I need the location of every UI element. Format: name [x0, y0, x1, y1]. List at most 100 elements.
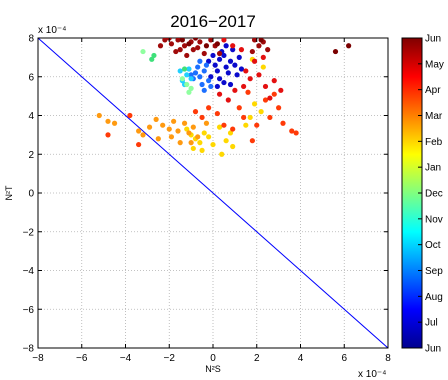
data-point-6-17 — [177, 140, 183, 146]
colorbar-ticks: Jun Jul Aug Sep Oct Nov Dec Jan Feb Mar Apr May Jun — [418, 34, 444, 355]
data-point-2-5 — [177, 68, 183, 74]
x-exponent-label: x 10⁻⁴ — [358, 369, 386, 380]
data-point-6-16 — [168, 134, 175, 140]
data-point-1-0 — [197, 74, 203, 80]
data-point-6-9 — [146, 124, 153, 130]
x-axis-label: N²S — [205, 364, 221, 374]
data-point-6-7 — [190, 124, 196, 130]
data-point-5-9 — [216, 124, 223, 130]
data-point-9-2 — [175, 38, 181, 43]
data-point-0-20 — [210, 52, 216, 59]
y-tick-label-7: 6 — [28, 72, 34, 83]
reference-line — [37, 37, 389, 349]
data-point-5-6 — [184, 126, 190, 132]
colorbar-tick-label-11: May — [425, 59, 444, 70]
colorbar-tick-label-7: Jan — [425, 163, 441, 174]
data-point-7-15 — [293, 130, 299, 136]
data-point-0-7 — [208, 74, 214, 80]
x-tick-label-0: −8 — [32, 353, 44, 364]
data-point-7-11 — [267, 114, 273, 121]
data-point-5-19 — [260, 64, 266, 70]
data-point-0-12 — [230, 47, 236, 53]
data-point-9-6 — [201, 50, 207, 57]
y-tick-label-5: 2 — [28, 150, 34, 161]
colorbar-tick-label-12: Jun — [425, 34, 441, 45]
data-point-7-17 — [241, 114, 247, 121]
data-point-8-6 — [262, 83, 269, 90]
data-point-4-2 — [181, 66, 188, 72]
data-point-1-11 — [197, 58, 203, 64]
data-point-3-0 — [184, 81, 190, 88]
data-point-5-1 — [197, 140, 203, 146]
data-point-5-12 — [243, 122, 249, 128]
data-point-10-6 — [186, 41, 192, 47]
data-point-7-7 — [236, 105, 242, 111]
x-tick-label-1: −6 — [76, 353, 88, 364]
data-point-9-5 — [195, 45, 201, 51]
data-point-9-7 — [208, 38, 214, 43]
colorbar-tick-label-3: Sep — [425, 266, 443, 277]
colorbar-tick-label-9: Mar — [425, 111, 443, 122]
data-point-0-2 — [221, 52, 227, 59]
data-point-9-17 — [256, 43, 262, 49]
data-point-7-20 — [249, 138, 255, 144]
colorbar-tick-label-4: Oct — [425, 240, 441, 251]
colorbar-tick-label-5: Nov — [425, 214, 443, 225]
x-ticks: −8 −6 −4 −2 0 2 4 6 8 — [32, 38, 391, 364]
data-point-8-4 — [247, 76, 253, 82]
y-tick-label-6: 4 — [28, 111, 34, 122]
colorbar-tick-label-1: Jul — [425, 318, 438, 329]
data-point-6-8 — [195, 134, 201, 140]
y-exponent-label: x 10⁻⁴ — [38, 25, 66, 36]
data-point-8-11 — [260, 54, 266, 60]
data-point-6-15 — [136, 128, 142, 134]
data-point-5-5 — [206, 134, 212, 140]
data-point-5-8 — [230, 143, 236, 150]
data-point-10-4 — [203, 43, 210, 49]
data-point-9-15 — [177, 47, 183, 53]
data-point-9-9 — [157, 43, 164, 49]
data-point-2-2 — [186, 66, 192, 72]
data-point-1-8 — [195, 64, 201, 70]
data-point-8-14 — [216, 91, 223, 97]
colorbar-tick-label-0: Jun — [425, 344, 441, 355]
data-point-0-11 — [236, 54, 242, 60]
data-point-0-0 — [212, 62, 218, 68]
data-point-7-18 — [271, 91, 277, 97]
data-point-3-2 — [179, 76, 185, 82]
data-point-1-5 — [203, 62, 210, 68]
data-point-8-1 — [230, 43, 236, 49]
data-point-6-19 — [188, 140, 194, 146]
data-point-7-5 — [221, 122, 227, 128]
colorbar-tick-label-2: Aug — [425, 292, 443, 303]
y-tick-label-0: −8 — [23, 344, 35, 355]
data-point-6-1 — [160, 122, 166, 128]
data-point-2-4 — [188, 76, 194, 82]
x-tick-label-4: 0 — [210, 353, 216, 364]
data-point-5-7 — [223, 138, 229, 144]
data-point-6-0 — [153, 116, 159, 122]
data-point-10-1 — [346, 43, 352, 49]
y-tick-label-8: 8 — [28, 34, 34, 45]
data-point-10-0 — [332, 48, 339, 55]
data-point-7-19 — [206, 105, 212, 111]
data-point-5-17 — [219, 151, 225, 157]
data-point-8-5 — [256, 72, 262, 78]
data-point-7-10 — [262, 97, 269, 103]
data-point-0-5 — [227, 58, 234, 64]
data-point-7-4 — [199, 114, 205, 121]
data-point-6-4 — [175, 128, 181, 134]
data-point-7-1 — [127, 112, 133, 119]
data-point-8-13 — [241, 83, 247, 90]
data-point-6-3 — [171, 118, 177, 124]
data-point-6-10 — [140, 132, 146, 138]
data-point-5-3 — [201, 130, 207, 136]
data-point-8-10 — [251, 58, 258, 64]
data-point-0-14 — [206, 58, 212, 64]
data-point-7-12 — [276, 105, 282, 111]
data-point-7-2 — [136, 141, 142, 148]
data-point-9-12 — [190, 47, 196, 53]
data-point-0-15 — [234, 72, 240, 78]
data-point-1-10 — [201, 87, 207, 93]
data-point-8-12 — [225, 97, 231, 103]
